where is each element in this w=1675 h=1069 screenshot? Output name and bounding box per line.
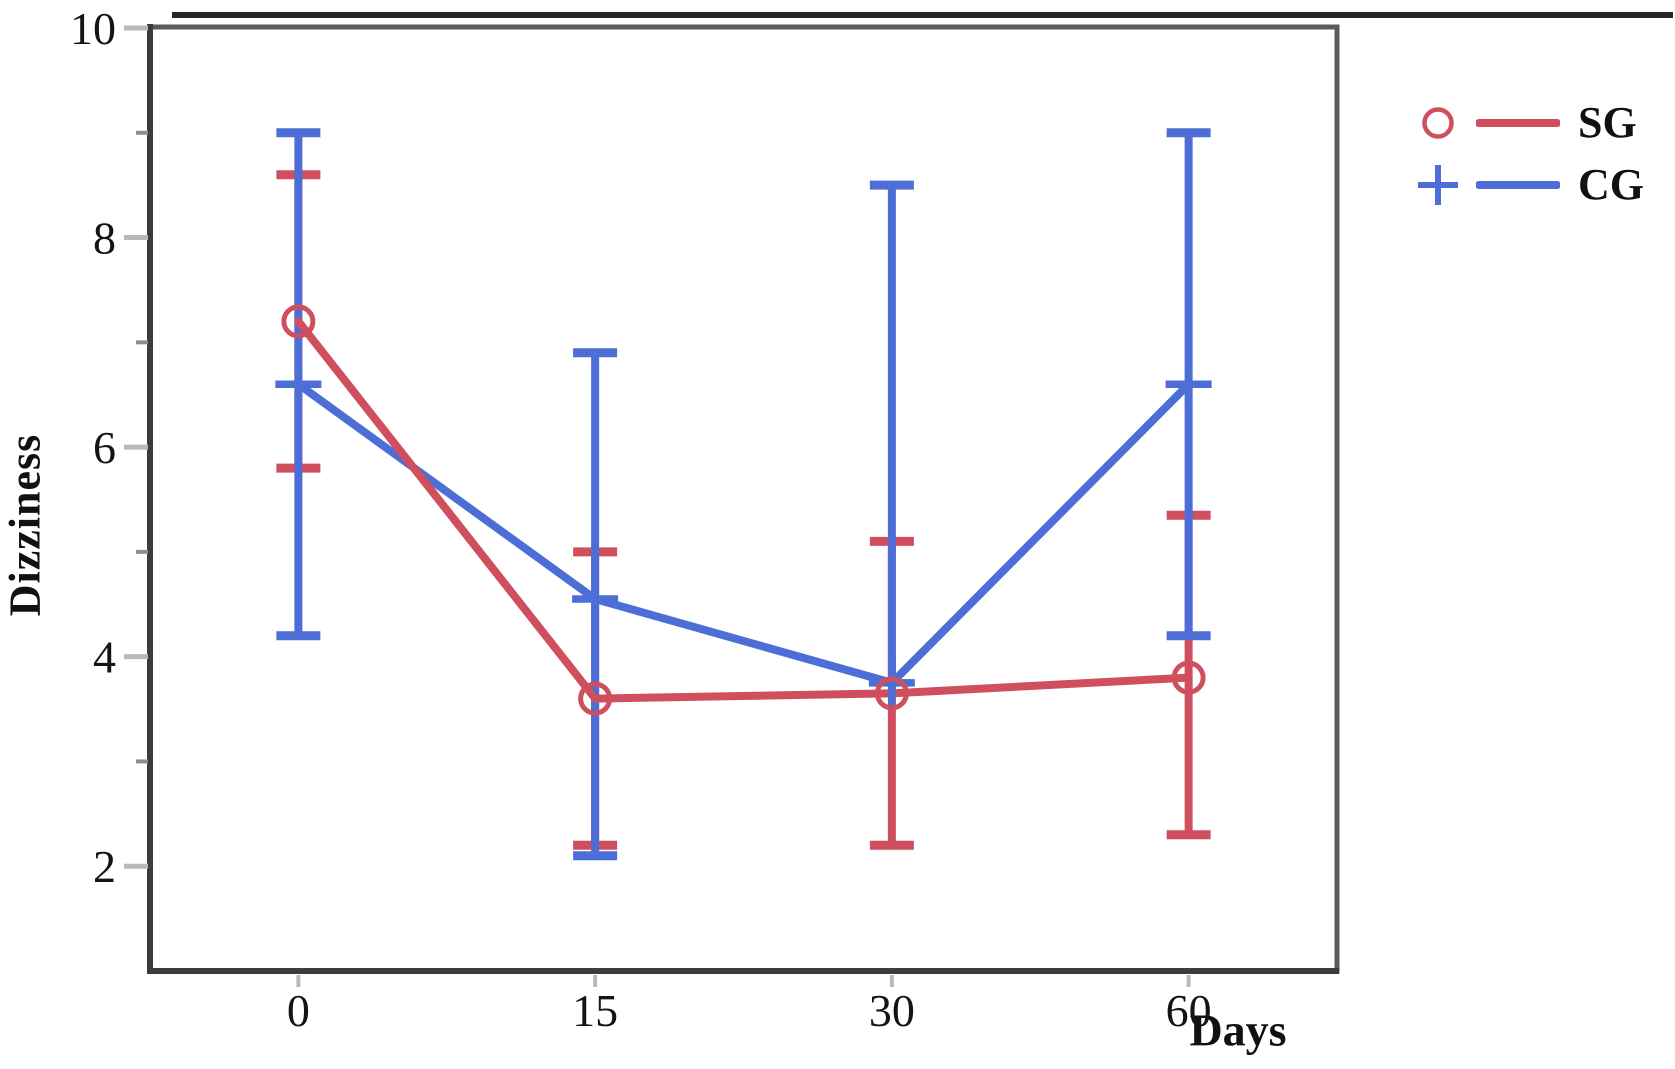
x-tick-label: 30 [869,985,915,1036]
x-tick-label: 0 [287,985,310,1036]
y-tick-label: 6 [93,422,116,473]
cg-line [294,380,1193,687]
x-axis-title: Days [1189,1004,1287,1056]
sg-line [294,317,1193,703]
sg-marker [281,304,316,339]
x-tick-label: 15 [572,985,618,1036]
legend-label-cg: CG [1578,160,1644,209]
y-tick-label: 4 [93,632,116,683]
y-axis-title: Dizziness [0,433,50,617]
y-tick-label: 8 [93,213,116,264]
legend: SG CG [1412,92,1644,216]
y-tick-label: 2 [93,841,116,892]
sg-marker [1171,660,1206,695]
legend-item-sg: SG [1412,92,1644,154]
cg-plus-marker-icon [1418,165,1458,205]
plot-frame [147,24,1340,974]
y-tick-label: 10 [70,3,116,54]
legend-label-sg: SG [1578,98,1637,147]
sg-line-swatch [1476,119,1560,127]
sg-circle-marker-icon [1422,107,1454,139]
cg-line-swatch [1476,181,1560,189]
sg-marker [578,681,613,716]
x-tick-label: 60 [1166,985,1212,1036]
legend-item-cg: CG [1412,154,1644,216]
sg-marker [874,676,909,711]
